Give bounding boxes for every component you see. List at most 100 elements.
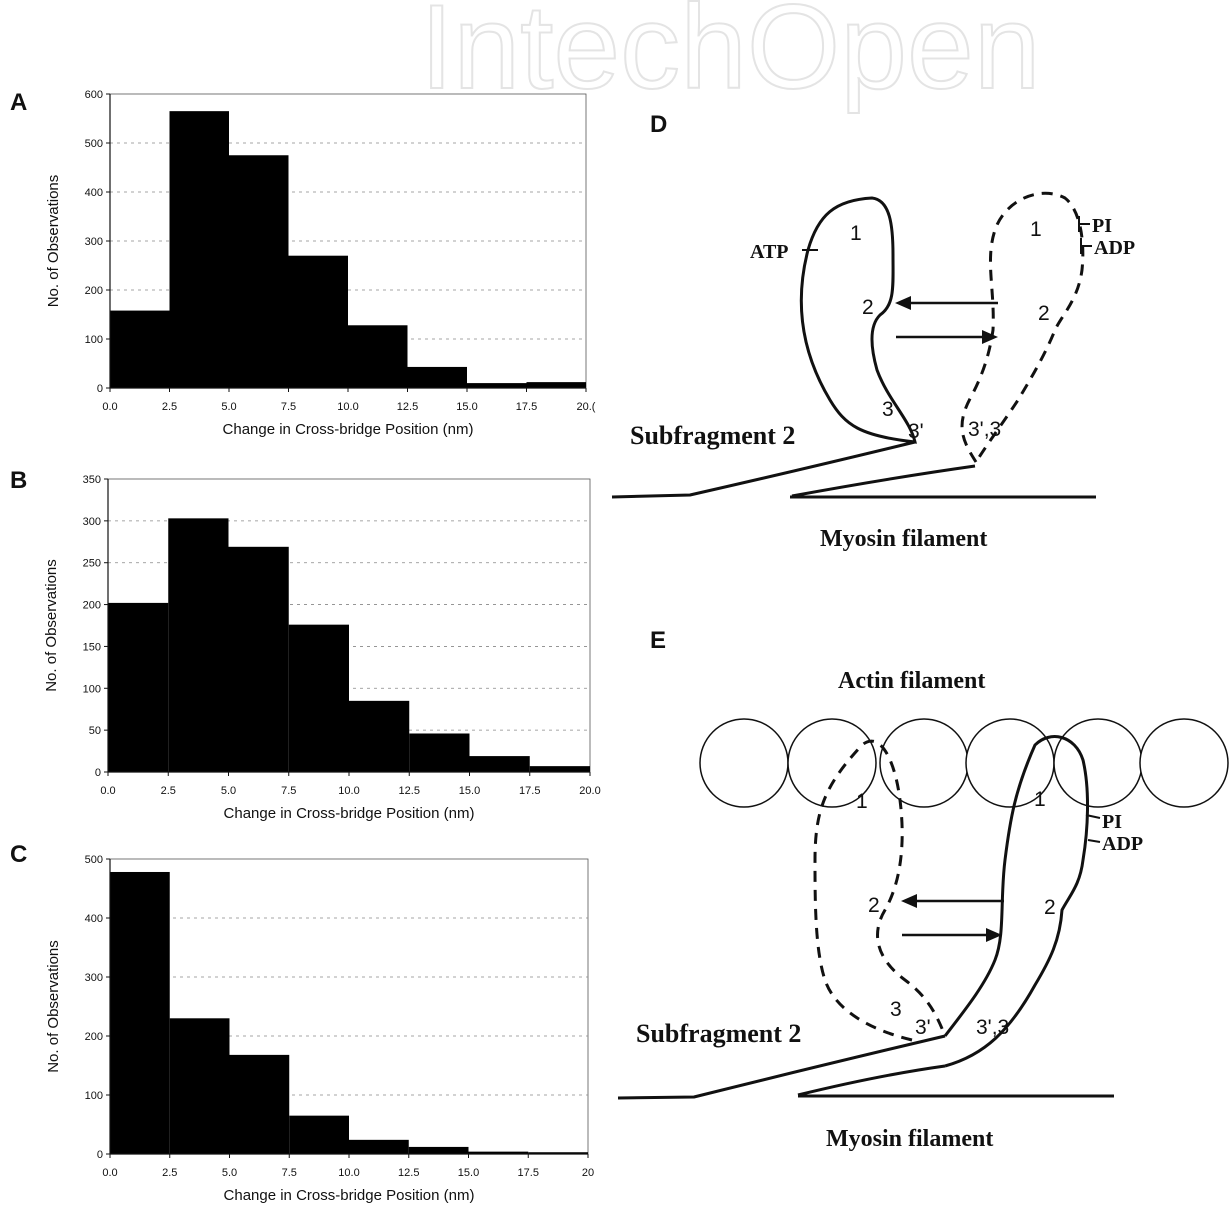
x-axis-title: Change in Cross-bridge Position (nm) [223, 421, 474, 438]
pi-label-e: PI [1102, 811, 1122, 833]
myosin-label-d: Myosin filament [820, 526, 987, 552]
arrowhead-right-e [986, 928, 1002, 942]
y-tick-label: 600 [85, 89, 103, 101]
histogram-bar [169, 1018, 230, 1154]
panel-letter-b: B [10, 467, 27, 494]
x-tick-label: 5.0 [221, 401, 236, 413]
histogram-bar [228, 546, 289, 772]
panel-letter-c: C [10, 841, 27, 868]
subfragment-lever-lower-d [791, 464, 976, 498]
x-tick-label: 2.5 [162, 1167, 177, 1179]
panel-letter-d: D [650, 111, 667, 138]
y-tick-label: 50 [89, 725, 101, 737]
subfragment-label-e: Subfragment 2 [636, 1019, 801, 1048]
x-tick-label: 17.5 [519, 785, 540, 797]
x-tick-label: 12.5 [399, 785, 420, 797]
histogram-bar [168, 518, 229, 772]
histogram-bar [229, 155, 289, 388]
x-tick-label: 0.0 [102, 401, 117, 413]
arrowhead-left-e [901, 894, 917, 908]
x-tick-label: 7.5 [282, 1167, 297, 1179]
region-1-dashed-e: 1 [856, 790, 868, 813]
y-tick-label: 200 [85, 285, 103, 297]
region-2-dashed-e: 2 [868, 894, 880, 917]
x-tick-label: 2.5 [162, 401, 177, 413]
y-tick-label: 0 [97, 1149, 103, 1161]
y-tick-label: 300 [83, 516, 101, 528]
actin-monomer [787, 718, 877, 808]
x-tick-label: 20 [582, 1167, 594, 1179]
histogram-bar [468, 1151, 529, 1154]
x-tick-label: 5.0 [221, 785, 236, 797]
myosin-label-e: Myosin filament [826, 1126, 993, 1152]
y-tick-label: 350 [83, 474, 101, 486]
y-axis-title: No. of Observations [45, 940, 62, 1073]
arrowhead-right-d [982, 330, 998, 344]
subfragment-lever-d [611, 440, 916, 499]
histogram-b: 0 50 100 150 200 250 300 350 0.0 2.5 5.0 7.5 10.0 12.… [43, 474, 601, 822]
histogram-bar [349, 1139, 409, 1154]
pi-tick-d [1078, 216, 1090, 232]
x-tick-label: 0.0 [100, 785, 115, 797]
region-1-solid-d: 1 [850, 222, 862, 245]
actin-monomer [1053, 718, 1143, 808]
region-3p3-solid-e: 3',3 [976, 1016, 1009, 1039]
x-tick-label: 2.5 [161, 785, 176, 797]
subfragment-lever-lower-e [797, 1064, 946, 1097]
y-tick-label: 100 [85, 1090, 103, 1102]
x-tick-label: 5.0 [222, 1167, 237, 1179]
panel-letter-e: E [650, 627, 666, 654]
histogram-bar [526, 382, 586, 388]
x-tick-label: 0.0 [102, 1167, 117, 1179]
region-1-dashed-d: 1 [1030, 218, 1042, 241]
y-tick-label: 400 [85, 187, 103, 199]
x-tick-label: 7.5 [281, 785, 296, 797]
x-tick-label: 12.5 [397, 401, 418, 413]
adp-label-e: ADP [1102, 833, 1143, 855]
adp-tick-e [1087, 839, 1101, 843]
y-tick-label: 100 [85, 334, 103, 346]
x-tick-label: 20.0 [579, 785, 600, 797]
histogram-bar [528, 1152, 588, 1154]
myosin-head-solid-d [799, 196, 917, 444]
y-tick-label: 200 [85, 1031, 103, 1043]
x-tick-label: 15.0 [459, 785, 480, 797]
region-2-solid-d: 2 [862, 296, 874, 319]
y-tick-label: 300 [85, 972, 103, 984]
x-tick-label: 10.0 [338, 1167, 359, 1179]
pi-tick-e [1085, 814, 1101, 819]
histogram-c: 0 100 200 300 400 500 0.0 2.5 5.0 7.5 10.0 12.5 15.0… [45, 854, 594, 1204]
pi-label-d: PI [1092, 215, 1112, 237]
histogram-bar [110, 871, 170, 1154]
adp-label-d: ADP [1094, 237, 1135, 259]
y-axis-title: No. of Observations [43, 559, 60, 692]
histogram-bar [288, 624, 349, 772]
region-3p3-dashed-d: 3',3 [968, 418, 1001, 441]
adp-tick-d [1080, 238, 1092, 254]
actin-monomer [699, 718, 789, 808]
y-tick-label: 200 [83, 600, 101, 612]
histogram-bar [529, 766, 590, 772]
x-tick-label: 10.0 [338, 785, 359, 797]
diagram-d: D ATP PI ADP 1 2 3 3' 1 2 3',3 Subfragme… [611, 111, 1135, 552]
x-tick-label: 10.0 [337, 401, 358, 413]
y-tick-label: 0 [97, 383, 103, 395]
histogram-bar [408, 1146, 469, 1154]
myosin-head-dashed-e [813, 739, 947, 1042]
region-3p-solid-d: 3' [908, 420, 924, 443]
x-tick-label: 15.0 [458, 1167, 479, 1179]
region-1-solid-e: 1 [1034, 788, 1046, 811]
histogram-bar [467, 383, 527, 388]
histogram-bar [169, 111, 229, 389]
y-tick-label: 250 [83, 558, 101, 570]
y-tick-label: 300 [85, 236, 103, 248]
histogram-a: 0 100 200 300 400 500 600 0.0 2.5 5.0 7.5 10.0 12.5 1… [45, 89, 596, 438]
histogram-bar [409, 733, 470, 772]
y-tick-label: 500 [85, 138, 103, 150]
x-tick-label: 17.5 [516, 401, 537, 413]
region-2-solid-e: 2 [1044, 896, 1056, 919]
y-tick-label: 500 [85, 854, 103, 866]
region-3p-dashed-e: 3' [915, 1016, 931, 1039]
x-tick-label: 7.5 [281, 401, 296, 413]
x-axis-title: Change in Cross-bridge Position (nm) [224, 805, 475, 822]
